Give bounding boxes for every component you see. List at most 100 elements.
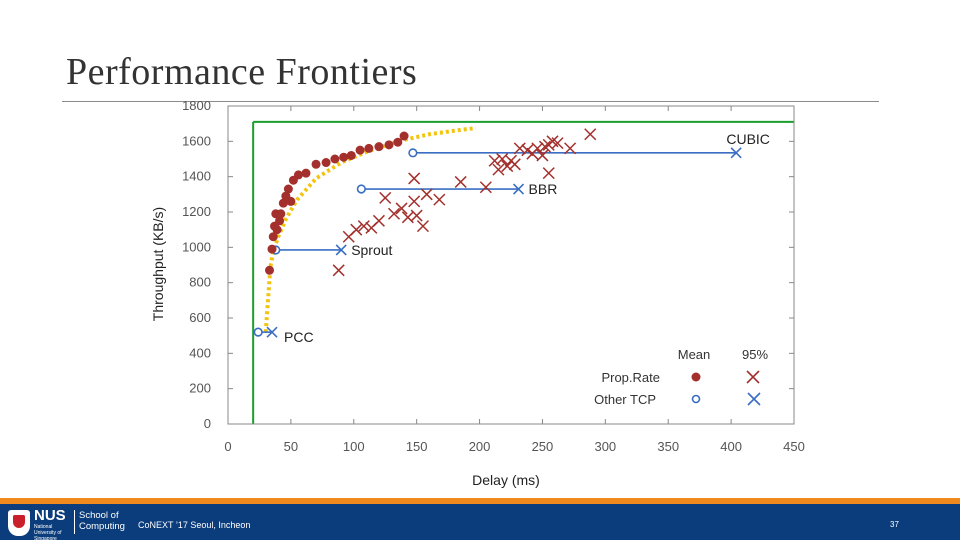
tcp-95-pcc <box>266 326 278 338</box>
legend-other-mean-marker <box>691 394 701 404</box>
x-tick-label: 450 <box>783 439 805 454</box>
tcp-label-cubic: CUBIC <box>726 131 770 147</box>
tcp-label-bbr: BBR <box>529 181 558 197</box>
legend-other-95-marker <box>747 392 761 406</box>
footer-accent-bar <box>0 498 960 504</box>
legend-proprate-95-marker <box>746 370 760 384</box>
proprate-95-point <box>513 142 526 155</box>
plot-frame <box>227 105 795 425</box>
frontier-layer <box>263 126 477 333</box>
legend-header-95: 95% <box>742 347 768 362</box>
university-crest-icon <box>8 510 30 536</box>
proprate-95-point <box>387 207 401 220</box>
proprate-mean-point <box>339 152 349 162</box>
tcp-mean-pcc <box>253 327 263 337</box>
logo-divider <box>74 510 75 534</box>
y-tick-label: 800 <box>189 275 211 290</box>
x-tick-label: 200 <box>469 439 491 454</box>
proprate-95-point <box>551 137 564 150</box>
x-tick-label: 0 <box>224 439 231 454</box>
proprate-95-point <box>410 209 423 222</box>
axis-layer: 0 50 100 150 200 250 300 350 400 450 0 200 400 600 800… <box>182 98 805 454</box>
slide-title: Performance Frontiers <box>66 51 418 93</box>
proprate-95-point <box>508 158 521 171</box>
y-tick-label: 1200 <box>182 204 211 219</box>
page-number: 37 <box>890 520 899 529</box>
proprate-mean-point <box>330 154 340 164</box>
x-tick-label: 100 <box>343 439 365 454</box>
proprate-mean-point <box>267 244 277 254</box>
tcp-label-sprout: Sprout <box>351 242 392 258</box>
legend-proprate-mean-marker <box>691 372 701 382</box>
proprate-mean-point <box>275 216 285 226</box>
tcp-mean-bbr <box>356 184 366 194</box>
proprate-mean-point <box>283 184 293 194</box>
tcp-95-cubic <box>730 147 742 159</box>
proprate-mean-point <box>286 196 296 206</box>
proprate-mean-point <box>272 225 282 235</box>
proprate-mean-layer <box>265 131 409 275</box>
title-divider <box>62 101 879 102</box>
proprate-95-point <box>357 220 370 233</box>
performance-frontier-chart: CUBIC BBR Sprout PCC 0 50 100 150 200 250 300 350 4… <box>150 98 805 488</box>
nus-computing-logo: NUS National University of Singapore Sch… <box>4 507 125 542</box>
y-tick-label: 200 <box>189 381 211 396</box>
y-tick-label: 400 <box>189 345 211 360</box>
logo-university-name: NUS <box>34 507 66 524</box>
proprate-95-point <box>479 181 492 194</box>
tcp-mean-cubic <box>408 148 418 158</box>
proprate-95-point <box>538 140 551 153</box>
proprate-mean-point <box>364 143 374 153</box>
logo-university-full-name: National University of Singapore <box>34 524 62 542</box>
y-tick-label: 1600 <box>182 133 211 148</box>
legend-label-proprate: Prop.Rate <box>601 370 660 385</box>
proprate-95-point <box>433 193 446 206</box>
y-tick-label: 1800 <box>182 98 211 113</box>
proprate-mean-point <box>346 150 356 160</box>
tcp-95-sprout <box>335 244 347 256</box>
x-tick-label: 300 <box>594 439 616 454</box>
proprate-mean-point <box>384 140 394 150</box>
legend-header-mean: Mean <box>678 347 711 362</box>
proprate-95-point <box>492 163 505 176</box>
proprate-mean-point <box>268 232 278 242</box>
proprate-mean-point <box>293 170 303 180</box>
legend-label-other-tcp: Other TCP <box>594 392 656 407</box>
x-tick-label: 250 <box>532 439 554 454</box>
proprate-95-point <box>501 160 514 173</box>
x-tick-label: 50 <box>284 439 298 454</box>
proprate-95-point <box>372 214 385 227</box>
proprate-95-point <box>420 188 433 201</box>
footer-bar: NUS National University of Singapore Sch… <box>0 504 960 542</box>
proprate-mean-point <box>278 198 288 208</box>
proprate-mean-point <box>321 158 331 168</box>
proprate-95-point <box>416 220 429 233</box>
x-tick-label: 150 <box>406 439 428 454</box>
proprate-95-point <box>408 195 421 208</box>
proprate-mean-point <box>276 209 286 219</box>
proprate-95-point <box>488 154 501 167</box>
x-tick-label: 350 <box>657 439 679 454</box>
proprate-mean-point <box>301 168 311 178</box>
proprate-95-point <box>521 144 534 157</box>
proprate-mean-point <box>355 145 365 155</box>
proprate-95-point <box>395 202 408 215</box>
proprate-95-point <box>584 128 597 141</box>
proprate-95-point <box>531 142 544 155</box>
proprate-mean-point <box>374 142 384 152</box>
tcp-95-bbr <box>512 183 525 195</box>
proprate-95-point <box>332 264 345 277</box>
proprate-mean-point <box>311 159 321 169</box>
proprate-95-point <box>542 167 555 180</box>
x-axis-label: Delay (ms) <box>472 472 540 488</box>
proprate-95-point <box>454 175 467 188</box>
proprate-95-point <box>536 149 549 162</box>
footer-conference-text: CoNEXT ’17 Seoul, Incheon <box>138 520 251 530</box>
x-tick-label: 400 <box>720 439 742 454</box>
y-tick-label: 1000 <box>182 239 211 254</box>
proprate-mean-point <box>393 137 403 147</box>
logo-school-name: School of Computing <box>79 510 125 532</box>
y-tick-label: 1400 <box>182 169 211 184</box>
y-tick-label: 600 <box>189 310 211 325</box>
proprate-95-layer <box>332 128 597 277</box>
